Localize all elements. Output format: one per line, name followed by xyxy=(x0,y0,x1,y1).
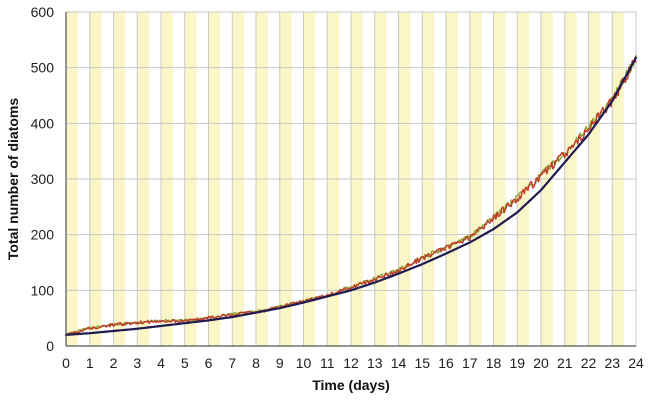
x-tick-label: 18 xyxy=(486,355,502,371)
x-tick-label: 13 xyxy=(367,355,383,371)
axes-layer xyxy=(65,12,636,347)
x-tick-label: 21 xyxy=(557,355,573,371)
x-tick-label: 2 xyxy=(110,355,118,371)
y-tick-label: 500 xyxy=(31,60,55,76)
x-tick-label: 22 xyxy=(581,355,597,371)
fitted-curve xyxy=(64,56,638,336)
y-tick-label: 400 xyxy=(31,115,55,131)
y-tick-label: 0 xyxy=(46,338,54,354)
x-tick-label: 24 xyxy=(628,355,644,371)
x-tick-label: 6 xyxy=(205,355,213,371)
x-tick-label: 11 xyxy=(320,355,335,371)
x-tick-label: 8 xyxy=(252,355,260,371)
x-tick-label: 5 xyxy=(181,355,189,371)
y-tick-label: 600 xyxy=(31,4,55,20)
series-layer xyxy=(64,54,638,337)
x-tick-label: 16 xyxy=(438,355,454,371)
y-axis-title: Total number of diatoms xyxy=(5,98,21,261)
tick-layer: 0 1 2 3 4 5 6 7 8 9 10 11 12 13 14 15 16 17 18 19 20 21 22 23 24… xyxy=(31,4,644,371)
x-tick-label: 0 xyxy=(62,355,70,371)
x-tick-label: 12 xyxy=(343,355,359,371)
x-tick-label: 20 xyxy=(533,355,549,371)
x-axis-title: Time (days) xyxy=(312,377,390,393)
x-tick-label: 10 xyxy=(296,355,312,371)
y-tick-label: 200 xyxy=(31,227,55,243)
y-tick-label: 300 xyxy=(31,171,55,187)
x-tick-label: 7 xyxy=(228,355,236,371)
x-tick-label: 4 xyxy=(157,355,165,371)
x-tick-label: 23 xyxy=(604,355,620,371)
x-tick-label: 1 xyxy=(86,355,94,371)
x-tick-label: 19 xyxy=(509,355,525,371)
x-tick-label: 17 xyxy=(462,355,478,371)
x-tick-label: 9 xyxy=(276,355,284,371)
x-tick-label: 3 xyxy=(133,355,141,371)
x-tick-label: 14 xyxy=(391,355,407,371)
y-tick-label: 100 xyxy=(31,282,55,298)
x-tick-label: 15 xyxy=(414,355,430,371)
grid-layer xyxy=(65,11,637,347)
